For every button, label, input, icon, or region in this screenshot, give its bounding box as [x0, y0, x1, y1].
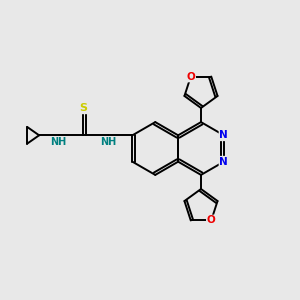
Text: NH: NH	[100, 137, 116, 147]
Text: O: O	[186, 71, 195, 82]
Text: S: S	[79, 103, 87, 113]
Text: NH: NH	[50, 137, 67, 147]
Text: N: N	[220, 157, 228, 167]
Text: O: O	[207, 215, 216, 226]
Text: N: N	[220, 130, 228, 140]
